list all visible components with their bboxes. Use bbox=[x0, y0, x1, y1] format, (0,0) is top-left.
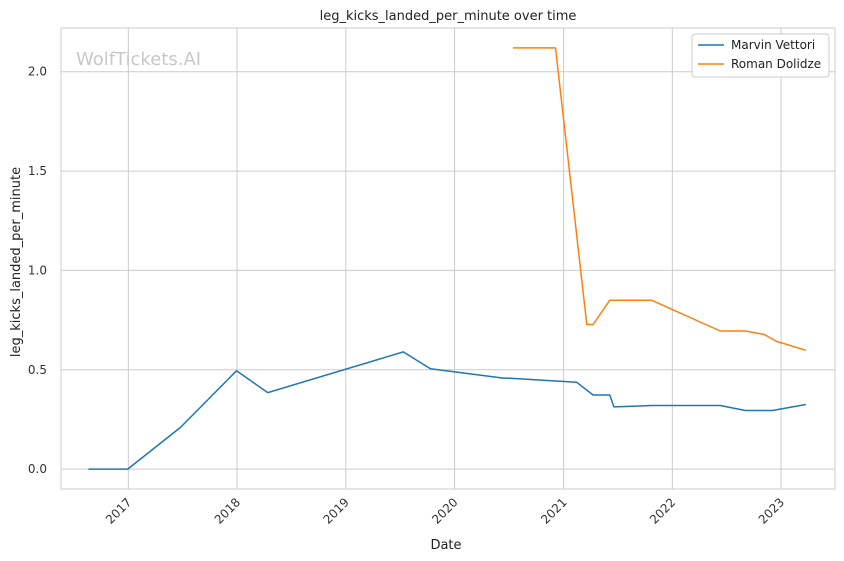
chart-title: leg_kicks_landed_per_minute over time bbox=[320, 9, 577, 24]
series-layer bbox=[88, 47, 807, 470]
legend-box bbox=[691, 33, 830, 78]
series-line-roman-dolidze bbox=[512, 47, 807, 352]
plot-area-frame bbox=[60, 27, 836, 490]
legend-label-marvin-vettori: Marvin Vettori bbox=[731, 38, 815, 52]
series-line-marvin-vettori bbox=[88, 351, 806, 470]
y-tick-label: 1.5 bbox=[28, 164, 47, 178]
y-tick-label: 2.0 bbox=[28, 65, 47, 79]
x-gridlines bbox=[127, 28, 782, 489]
watermark-text: WolfTickets.AI bbox=[76, 49, 201, 70]
y-axis-ticks: 0.0 0.5 1.0 1.5 2.0 bbox=[28, 65, 47, 476]
legend: Marvin Vettori Roman Dolidze bbox=[691, 33, 830, 78]
x-axis-label: Date bbox=[430, 538, 461, 553]
y-axis-label: leg_kicks_landed_per_minute bbox=[9, 167, 24, 357]
legend-label-roman-dolidze: Roman Dolidze bbox=[731, 57, 821, 71]
y-tick-label: 1.0 bbox=[28, 263, 47, 277]
y-tick-label: 0.5 bbox=[28, 363, 47, 377]
y-tick-label: 0.0 bbox=[28, 462, 47, 476]
